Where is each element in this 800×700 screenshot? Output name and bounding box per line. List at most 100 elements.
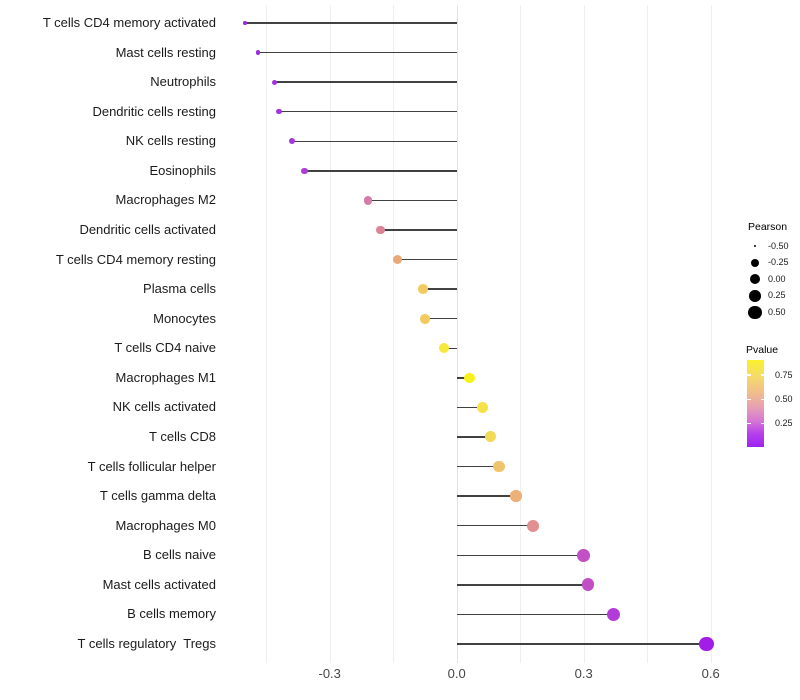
category-label: Plasma cells	[143, 281, 216, 297]
lollipop-stem	[456, 436, 491, 438]
lollipop-dot	[476, 401, 488, 413]
lollipop-stem	[456, 465, 500, 468]
lollipop-dot	[418, 284, 428, 294]
legend-size-dot	[751, 258, 759, 267]
category-label: Mast cells activated	[102, 576, 216, 592]
lollipop-stem	[278, 110, 457, 113]
category-label: T cells follicular helper	[87, 458, 216, 474]
legend-size-dot	[748, 305, 762, 320]
colorbar-label: 0.25	[775, 417, 793, 428]
category-label: Macrophages M2	[115, 192, 216, 208]
category-label: Mast cells resting	[115, 44, 216, 60]
legend-size-label: 0.00	[768, 273, 786, 284]
colorbar-label: 0.75	[775, 369, 793, 380]
lollipop-stem	[245, 22, 457, 24]
x-axis: -0.3 0.0 0.3 0.6	[237, 665, 730, 683]
plot-panel	[237, 5, 730, 663]
colorbar-label: 0.50	[775, 393, 793, 404]
legend-size-label: 0.50	[768, 306, 786, 317]
category-label: Monocytes	[153, 310, 216, 326]
lollipop-dot	[577, 548, 591, 562]
lollipop-stem	[456, 524, 533, 527]
category-label: T cells CD4 naive	[114, 340, 216, 356]
lollipop-dot	[276, 108, 282, 115]
colorbar-tick	[747, 422, 751, 425]
lollipop-dot	[392, 255, 402, 265]
lollipop-stem	[422, 288, 457, 290]
category-label: Neutrophils	[150, 74, 216, 90]
category-label: T cells gamma delta	[99, 488, 216, 504]
category-label: NK cells resting	[125, 133, 216, 149]
x-tick-label: 0.6	[701, 666, 720, 681]
lollipop-stem	[274, 81, 457, 83]
lollipop-dot	[510, 490, 522, 502]
lollipop-stem	[456, 584, 588, 586]
lollipop-dot	[272, 79, 278, 85]
category-label: Dendritic cells activated	[79, 221, 216, 237]
lollipop-dot	[526, 519, 539, 532]
lollipop-dot	[581, 578, 595, 592]
lollipop-stem	[456, 377, 470, 379]
legend-size-label: 0.25	[768, 290, 786, 301]
lollipop-stem	[456, 554, 584, 557]
category-label: Macrophages M1	[115, 369, 216, 385]
gridline	[266, 5, 268, 663]
lollipop-dot	[606, 607, 620, 621]
lollipop-stem	[456, 643, 707, 645]
category-label: T cells CD4 memory resting	[55, 251, 216, 267]
category-label: Macrophages M0	[115, 517, 216, 533]
x-tick-label: 0.0	[447, 666, 466, 681]
colorbar-tick	[760, 422, 764, 425]
pvalue-legend-title: Pvalue	[746, 344, 779, 356]
gridline	[520, 5, 522, 663]
colorbar-tick	[760, 398, 764, 401]
gridline	[583, 5, 585, 663]
legend-size-dot	[753, 244, 757, 248]
lollipop-stem	[424, 317, 457, 320]
lollipop-stem	[456, 495, 516, 497]
x-tick-label: 0.3	[574, 666, 593, 681]
lollipop-stem	[444, 347, 457, 350]
y-axis-labels: T cells CD4 memory activated Mast cells r…	[0, 0, 216, 700]
gridline	[710, 5, 712, 663]
gridline	[647, 5, 649, 663]
gridline	[456, 5, 458, 663]
lollipop-dot	[493, 460, 505, 473]
gridline	[329, 5, 331, 663]
category-label: T cells regulatory Tregs	[77, 635, 216, 651]
lollipop-dot	[699, 636, 714, 652]
category-label: T cells CD8	[149, 428, 216, 444]
lollipop-dot	[485, 431, 497, 443]
category-label: Dendritic cells resting	[92, 103, 216, 119]
lollipop-dot	[288, 138, 295, 145]
lollipop-stem	[380, 229, 457, 231]
lollipop-stem	[367, 199, 457, 202]
colorbar-tick	[747, 374, 751, 376]
lollipop-dot	[420, 313, 430, 324]
lollipop-stem	[397, 258, 457, 261]
lollipop-dot	[464, 372, 475, 384]
category-label: T cells CD4 memory activated	[42, 15, 216, 30]
legend-size-dot	[750, 274, 760, 285]
pvalue-colorbar	[747, 360, 764, 447]
colorbar-tick	[760, 374, 764, 376]
lollipop-dot	[363, 196, 372, 205]
category-label: B cells memory	[127, 606, 216, 622]
legend: Pearson Pvalue -0.50 -0.25 0.00 0.25 0.50 0.7…	[735, 0, 800, 700]
category-label: NK cells activated	[112, 399, 216, 415]
lollipop-stem	[291, 140, 457, 143]
pearson-legend-title: Pearson	[748, 221, 788, 233]
legend-size-dot	[749, 289, 761, 302]
legend-size-label: -0.25	[768, 257, 789, 268]
lollipop-stem	[257, 51, 457, 54]
lollipop-dot	[243, 21, 247, 25]
lollipop-dot	[255, 50, 260, 55]
lollipop-stem	[456, 613, 614, 616]
legend-size-label: -0.50	[768, 240, 789, 251]
lollipop-dot	[438, 343, 450, 354]
lollipop-stem	[304, 170, 457, 172]
lollipop-dot	[376, 225, 385, 235]
lollipop-dot	[301, 167, 308, 175]
colorbar-tick	[747, 398, 751, 401]
